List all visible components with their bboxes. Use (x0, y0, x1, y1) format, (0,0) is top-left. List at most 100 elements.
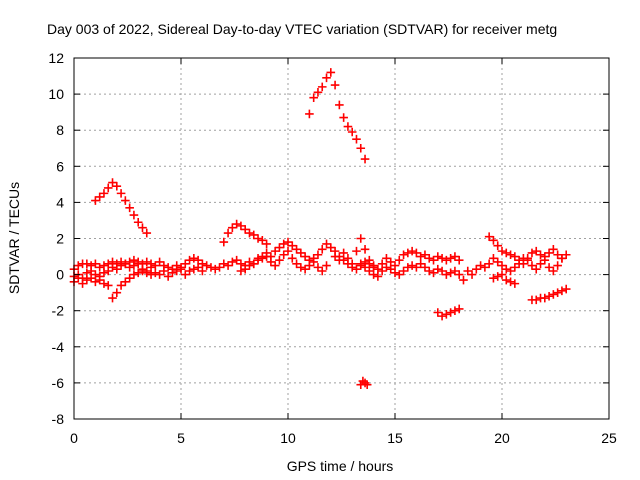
data-point (506, 266, 515, 276)
data-series-arc-8 (236, 246, 331, 276)
data-point (116, 281, 126, 290)
data-series-arc-1 (69, 254, 220, 274)
y-tick-label: 8 (56, 122, 64, 138)
data-point (420, 263, 430, 272)
y-tick-label: 6 (56, 158, 64, 174)
data-point (523, 254, 532, 263)
data-point (352, 134, 361, 144)
y-axis-title: SDTVAR / TECUs (6, 182, 22, 294)
data-point (540, 252, 550, 261)
tick-layer: 0 5 10 15 20 25 -8 -6 -4 -2 0 2 4 6 8 10 12 (48, 50, 617, 446)
data-point (133, 259, 143, 269)
data-series-arc-13 (433, 304, 464, 321)
data-point (459, 275, 468, 285)
data-point (292, 259, 301, 269)
data-point (510, 263, 520, 272)
data-point (146, 270, 156, 279)
data-point (108, 178, 117, 187)
y-tick-label: 0 (56, 267, 64, 283)
data-point (108, 293, 117, 303)
data-point (287, 241, 297, 251)
data-point (279, 250, 289, 260)
data-point (116, 189, 126, 198)
x-tick-label: 0 (70, 430, 78, 446)
x-tick-label: 25 (601, 430, 617, 446)
x-axis-title: GPS time / hours (287, 458, 394, 474)
data-point (219, 237, 229, 247)
data-point (544, 263, 554, 272)
data-point (497, 261, 507, 270)
data-point (121, 259, 130, 269)
data-point (394, 270, 404, 279)
data-point (553, 250, 562, 260)
data-point (95, 275, 104, 285)
data-point (322, 261, 331, 270)
data-point (472, 264, 481, 274)
data-series-arc-11 (356, 259, 468, 285)
data-point (356, 143, 366, 153)
data-series-arc-5 (108, 266, 156, 303)
data-point (326, 243, 336, 252)
data-point (330, 80, 340, 90)
x-tick-label: 5 (177, 430, 185, 446)
data-point (420, 250, 430, 260)
data-point (91, 259, 100, 269)
data-point (138, 223, 147, 232)
data-point (484, 232, 494, 241)
data-point (198, 266, 207, 276)
data-point (275, 243, 284, 252)
data-point (360, 245, 370, 254)
data-point (240, 264, 250, 274)
data-series-arc-17 (527, 284, 571, 305)
data-point (112, 264, 122, 274)
data-point (527, 261, 537, 270)
data-point (467, 270, 477, 279)
data-point (352, 246, 361, 256)
data-point (412, 263, 421, 272)
data-point (544, 248, 554, 258)
data-point (129, 210, 139, 220)
data-point (146, 263, 156, 272)
data-point (262, 239, 271, 249)
data-point (463, 266, 473, 276)
data-point (433, 308, 443, 317)
data-point (489, 236, 498, 245)
data-point (283, 237, 293, 247)
y-tick-label: 10 (48, 86, 64, 102)
data-point (180, 259, 190, 269)
data-point (531, 246, 541, 256)
data-point (489, 254, 498, 263)
y-tick-label: 12 (48, 50, 64, 66)
grid-layer (74, 58, 609, 419)
data-point (283, 246, 293, 256)
data-point (228, 223, 237, 232)
data-point (305, 261, 314, 270)
data-point (125, 203, 134, 213)
data-point (309, 257, 318, 267)
data-point (317, 245, 327, 254)
data-point (365, 266, 374, 276)
data-point (78, 279, 87, 288)
data-point (73, 273, 83, 283)
data-point (322, 239, 331, 249)
x-tick-label: 10 (280, 430, 296, 446)
data-point (95, 192, 104, 202)
data-point (362, 380, 372, 390)
data-point (343, 254, 353, 263)
data-point (121, 277, 130, 287)
data-point (270, 261, 280, 270)
data-point (356, 234, 366, 243)
data-point (369, 261, 378, 270)
data-point (275, 255, 284, 265)
data-series-arc-3 (69, 273, 113, 290)
data-point (480, 263, 490, 272)
data-point (305, 109, 314, 119)
data-point (549, 266, 558, 276)
data-point (454, 255, 464, 265)
data-point (155, 257, 164, 267)
data-point (386, 257, 396, 267)
data-layer (69, 68, 571, 390)
data-point (86, 266, 96, 276)
data-series-arc-15 (484, 232, 567, 269)
data-point (561, 250, 571, 260)
